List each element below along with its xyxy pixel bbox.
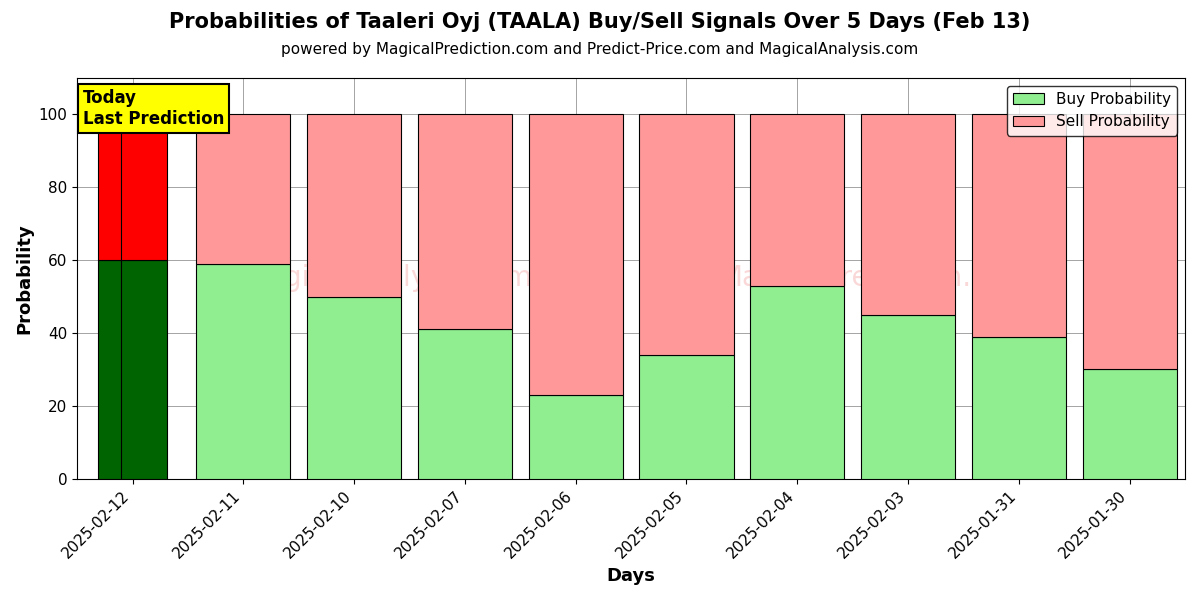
Bar <box>197 264 290 479</box>
Bar <box>860 115 955 315</box>
Text: MagicalAnalysis.com: MagicalAnalysis.com <box>242 265 532 292</box>
Bar <box>307 115 401 296</box>
Bar <box>640 355 733 479</box>
Bar <box>97 260 144 479</box>
Bar <box>307 296 401 479</box>
Bar <box>418 329 512 479</box>
Y-axis label: Probability: Probability <box>14 223 32 334</box>
Bar <box>97 115 144 260</box>
Bar <box>750 286 845 479</box>
Bar <box>1082 370 1177 479</box>
Text: MagicalPrediction.com: MagicalPrediction.com <box>719 265 1031 292</box>
Bar <box>529 115 623 395</box>
Bar <box>529 395 623 479</box>
Text: Probabilities of Taaleri Oyj (TAALA) Buy/Sell Signals Over 5 Days (Feb 13): Probabilities of Taaleri Oyj (TAALA) Buy… <box>169 12 1031 32</box>
Bar <box>640 115 733 355</box>
Bar <box>197 115 290 264</box>
Bar <box>750 115 845 286</box>
X-axis label: Days: Days <box>607 567 655 585</box>
Text: Today
Last Prediction: Today Last Prediction <box>83 89 224 128</box>
Bar <box>860 315 955 479</box>
Bar <box>972 337 1066 479</box>
Bar <box>1082 115 1177 370</box>
Bar <box>121 115 168 260</box>
Text: powered by MagicalPrediction.com and Predict-Price.com and MagicalAnalysis.com: powered by MagicalPrediction.com and Pre… <box>281 42 919 57</box>
Bar <box>972 115 1066 337</box>
Bar <box>418 115 512 329</box>
Legend: Buy Probability, Sell Probability: Buy Probability, Sell Probability <box>1007 86 1177 136</box>
Bar <box>121 260 168 479</box>
